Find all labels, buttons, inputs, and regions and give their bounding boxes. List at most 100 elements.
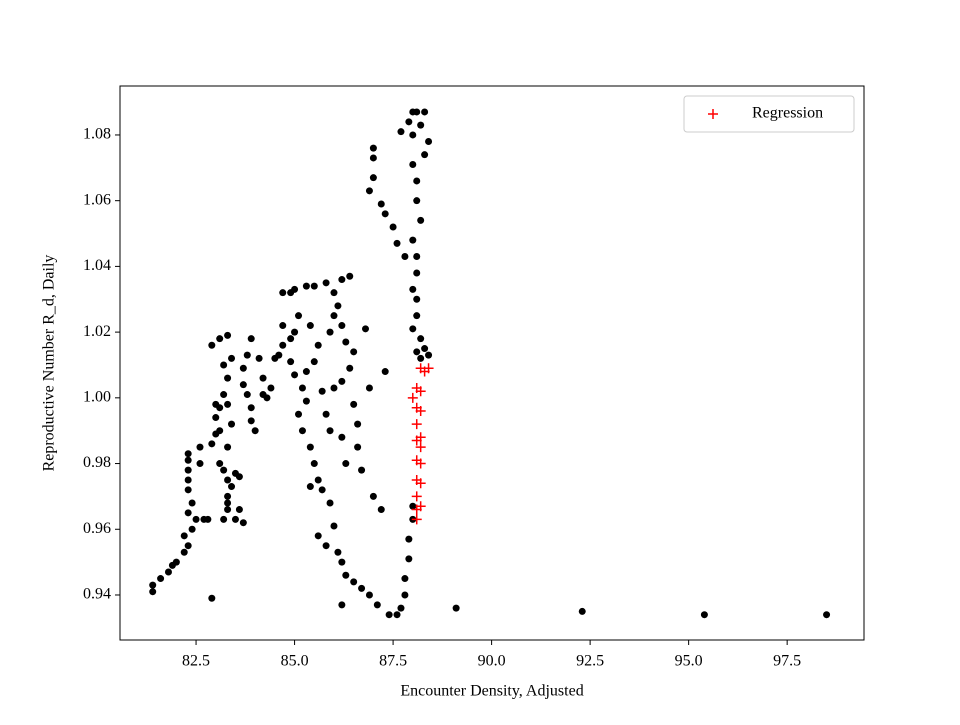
point (413, 269, 421, 277)
point (411, 491, 422, 502)
point (346, 272, 354, 280)
point (415, 405, 426, 416)
y-tick-label: 0.96 (83, 520, 111, 537)
point (417, 354, 425, 362)
point (334, 302, 342, 310)
point (417, 216, 425, 224)
y-axis-label: Reproductive Number R_d, Daily (41, 255, 58, 472)
point (393, 239, 401, 247)
point (184, 509, 192, 517)
y-tick-label: 1.06 (83, 191, 111, 208)
point (342, 460, 350, 468)
y-tick-label: 1.04 (83, 257, 111, 274)
point (279, 341, 287, 349)
point (243, 391, 251, 399)
point (287, 358, 295, 366)
point (314, 532, 322, 540)
point (346, 364, 354, 372)
legend-label: Regression (752, 105, 823, 122)
point (184, 466, 192, 474)
y-tick-label: 1.02 (83, 323, 111, 340)
point (224, 443, 232, 451)
point (208, 440, 216, 448)
point (322, 410, 330, 418)
point (318, 486, 326, 494)
y-tick-label: 1.08 (83, 126, 111, 143)
point (373, 601, 381, 609)
point (326, 499, 334, 507)
point (823, 611, 831, 619)
point (405, 555, 413, 563)
point (413, 253, 421, 261)
point (298, 384, 306, 392)
point (239, 364, 247, 372)
point (267, 384, 275, 392)
point (365, 384, 373, 392)
point (338, 433, 346, 441)
point (411, 419, 422, 430)
point (700, 611, 708, 619)
point (326, 328, 334, 336)
point (310, 460, 318, 468)
point (350, 348, 358, 356)
point (291, 371, 299, 379)
point (224, 400, 232, 408)
point (224, 374, 232, 382)
point (306, 322, 314, 330)
point (188, 499, 196, 507)
point (164, 568, 172, 576)
point (421, 345, 429, 353)
point (208, 341, 216, 349)
point (192, 515, 200, 523)
point (354, 443, 362, 451)
point (228, 420, 236, 428)
point (184, 476, 192, 484)
point (401, 253, 409, 261)
point (306, 483, 314, 491)
y-tick-label: 0.94 (83, 586, 111, 603)
point (157, 575, 165, 583)
point (243, 351, 251, 359)
x-tick-label: 90.0 (478, 653, 506, 670)
x-tick-label: 92.5 (576, 653, 604, 670)
legend (683, 95, 855, 133)
point (212, 414, 220, 422)
point (255, 354, 263, 362)
point (578, 607, 586, 615)
point (330, 522, 338, 530)
point (184, 456, 192, 464)
point (216, 427, 224, 435)
plot-frame (119, 85, 865, 641)
y-tick-label: 0.98 (83, 454, 111, 471)
point (196, 443, 204, 451)
point (397, 128, 405, 136)
point (365, 591, 373, 599)
point (377, 506, 385, 514)
point (358, 584, 366, 592)
y-tick-label: 1.00 (83, 389, 111, 406)
point (409, 325, 417, 333)
point (409, 285, 417, 293)
point (409, 502, 417, 510)
point (342, 571, 350, 579)
point (149, 588, 157, 596)
point (188, 525, 196, 533)
x-axis-label: Encounter Density, Adjusted (400, 683, 583, 700)
point (302, 282, 310, 290)
point (417, 335, 425, 343)
point (425, 351, 433, 359)
point (452, 604, 460, 612)
point (247, 335, 255, 343)
point (413, 348, 421, 356)
point (334, 548, 342, 556)
point (231, 515, 239, 523)
point (314, 476, 322, 484)
point (298, 427, 306, 435)
point (259, 374, 267, 382)
point (235, 473, 243, 481)
point (251, 427, 259, 435)
point (415, 442, 426, 453)
point (409, 161, 417, 169)
point (239, 381, 247, 389)
point (306, 443, 314, 451)
